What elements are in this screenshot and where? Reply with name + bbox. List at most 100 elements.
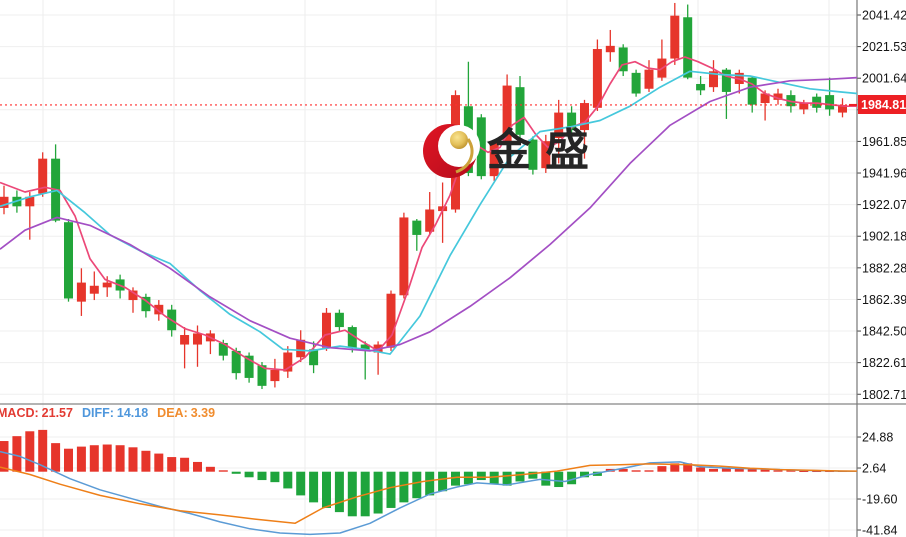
macd-bar (515, 471, 525, 482)
candle-body (244, 355, 254, 378)
macd-bar (64, 448, 73, 472)
macd-label: MACD: (0, 406, 39, 420)
candle-body (0, 196, 9, 208)
macd-bar (489, 471, 499, 485)
candle-body (451, 95, 460, 210)
candle-body (476, 117, 486, 177)
y-axis-label: -19.60 (862, 493, 897, 507)
candle-body (218, 342, 228, 356)
macd-bar (631, 470, 641, 472)
y-axis-label: 2001.64 (862, 72, 906, 86)
macd-bar (244, 471, 254, 478)
ma-line-ma-fast (0, 56, 857, 371)
candle-body (799, 103, 809, 110)
candle-body (515, 87, 525, 135)
y-axis-label: 1842.50 (862, 325, 906, 339)
candle-body (283, 352, 293, 372)
y-axis-label: 1822.61 (862, 356, 906, 370)
y-axis-label: 1862.39 (862, 293, 906, 307)
macd-value: 21.57 (41, 406, 73, 420)
macd-bar (709, 468, 718, 472)
macd-bar (657, 466, 667, 472)
candle-body (592, 49, 602, 108)
diff-label: DIFF: (81, 406, 114, 420)
macd-bar (231, 471, 241, 474)
candle-body (502, 85, 512, 142)
candle-body (334, 312, 344, 328)
y-axis-label: 1902.18 (862, 230, 906, 244)
macd-bar (102, 444, 112, 472)
macd-bar (76, 446, 86, 472)
y-axis-label: 2041.42 (862, 9, 906, 23)
macd-bar (618, 468, 628, 472)
diff-readout: DIFF: 14.18 (82, 406, 148, 420)
macd-bar (141, 450, 151, 472)
candle-body (541, 141, 551, 169)
y-axis-label: 1941.96 (862, 167, 906, 181)
macd-bar (644, 470, 654, 472)
y-axis-label: 1802.71 (862, 388, 906, 402)
macd-bar (567, 471, 577, 485)
macd-bar (128, 447, 138, 472)
macd-bar (773, 470, 783, 472)
indicator-header: MACD: 21.57 DIFF: 14.18 DEA: 3.39 (0, 406, 215, 420)
candle-body (25, 196, 35, 207)
candle-body (360, 344, 370, 351)
macd-bar (334, 471, 344, 513)
candle-body (38, 158, 48, 194)
macd-bar (373, 471, 383, 514)
dea-value: 3.39 (190, 406, 216, 420)
diff-value: 14.18 (116, 406, 149, 420)
macd-bar (270, 471, 280, 483)
macd-bar (167, 457, 177, 472)
candle-body (489, 142, 499, 177)
macd-bar (12, 436, 22, 472)
macd-bar (154, 453, 164, 472)
macd-bar (115, 445, 125, 472)
candle-body (709, 71, 718, 88)
macd-bar (38, 429, 48, 472)
y-axis-label: 1922.07 (862, 198, 906, 212)
macd-bar (812, 471, 822, 473)
macd-bar (683, 463, 693, 472)
y-axis-label: 24.88 (862, 431, 893, 445)
candle-body (386, 293, 396, 348)
macd-bar (425, 471, 435, 496)
macd-bar (451, 471, 460, 486)
candle-body (644, 69, 654, 89)
macd-bar (554, 471, 564, 488)
candle-body (309, 349, 319, 366)
candle-body (180, 335, 190, 345)
macd-bar (721, 468, 731, 472)
y-axis-label: 2.64 (862, 462, 886, 476)
candle-body (412, 220, 422, 235)
candle-body (721, 69, 731, 92)
macd-bar (193, 461, 202, 472)
y-axis-label: -41.84 (862, 524, 897, 537)
macd-bar (205, 466, 215, 472)
candle-body (696, 83, 706, 91)
macd-bar (399, 471, 409, 503)
macd-bar (760, 469, 770, 472)
macd-bar (89, 445, 99, 472)
macd-bar (0, 441, 9, 472)
candle-body (193, 333, 202, 345)
macd-bar (218, 470, 228, 472)
y-axis-label: 1961.85 (862, 135, 906, 149)
macd-bar (257, 471, 267, 481)
macd-bar (180, 457, 190, 472)
candle-body (296, 339, 306, 358)
last-price-tag: 1984.81 (858, 95, 906, 114)
macd-bar (696, 467, 706, 472)
macd-bar (309, 471, 319, 503)
dea-label: DEA: (157, 406, 188, 420)
macd-bar (786, 470, 796, 472)
macd-line-diff (0, 450, 858, 536)
candle-body (567, 112, 577, 131)
candle-body (141, 296, 151, 312)
macd-bar (412, 471, 422, 499)
macd-bar (670, 463, 680, 472)
candle-body (76, 282, 86, 302)
candle-body (554, 112, 564, 139)
